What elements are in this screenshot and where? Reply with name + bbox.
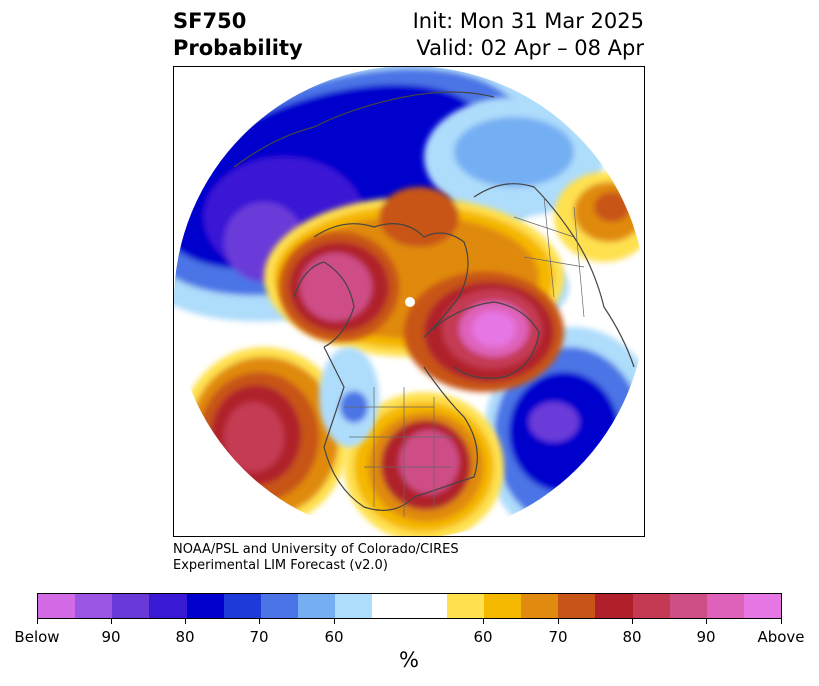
init-date: Init: Mon 31 Mar 2025 [412, 9, 644, 33]
polar-projection-map [174, 67, 644, 536]
colorbar-segment [335, 594, 373, 618]
colorbar-tick-label: 90 [696, 628, 716, 646]
colorbar-tick [111, 619, 112, 624]
below-region-western-us [319, 347, 379, 447]
colorbar-segment [260, 594, 299, 618]
valid-range: Valid: 02 Apr – 08 Apr [416, 36, 644, 60]
north-pole-marker [405, 297, 415, 307]
colorbar-tick-label: 70 [249, 628, 269, 646]
colorbar-tick [185, 619, 186, 624]
colorbar-segment [669, 594, 707, 618]
title-product: Probability [173, 36, 303, 60]
above-region-greenland [404, 272, 564, 392]
colorbar-segment [521, 594, 559, 618]
colorbar-segment [186, 594, 224, 618]
colorbar-segment [595, 594, 633, 618]
colorbar-tick-label: 80 [622, 628, 642, 646]
colorbar-tick-label: Above [757, 628, 805, 646]
colorbar-segment [372, 594, 410, 618]
forecast-map [173, 66, 645, 537]
credit-line-1: NOAA/PSL and University of Colorado/CIRE… [173, 542, 459, 557]
colorbar-segment [112, 594, 150, 618]
credit-line-2: Experimental LIM Forecast (v2.0) [173, 558, 388, 573]
colorbar-segment [632, 594, 670, 618]
colorbar-tick-label: Below [14, 628, 60, 646]
colorbar-ticks: Below 90 80 70 60 60 70 80 90 Above [0, 619, 819, 649]
colorbar-segment [298, 594, 336, 618]
colorbar-segment [706, 594, 744, 618]
colorbar-tick-label: 90 [101, 628, 121, 646]
colorbar-segment [223, 594, 261, 618]
title-variable: SF750 [173, 9, 247, 33]
colorbar-tick [632, 619, 633, 624]
colorbar [37, 593, 782, 619]
colorbar-tick [781, 619, 782, 624]
colorbar-tick [558, 619, 559, 624]
credit-text: NOAA/PSL and University of Colorado/CIRE… [173, 542, 459, 574]
colorbar-tick [259, 619, 260, 624]
colorbar-segment [558, 594, 596, 618]
map-title: SF750 Probability [173, 8, 303, 62]
colorbar-segment [446, 594, 484, 618]
borders [344, 196, 585, 517]
colorbar-tick-label: 60 [473, 628, 493, 646]
colorbar-tick [334, 619, 335, 624]
colorbar-segment [409, 594, 447, 618]
colorbar-tick [483, 619, 484, 624]
map-dates: Init: Mon 31 Mar 2025 Valid: 02 Apr – 08… [413, 8, 644, 62]
colorbar-tick-label: 80 [175, 628, 195, 646]
colorbar-segment [75, 594, 113, 618]
colorbar-segment [743, 594, 782, 618]
colorbar-tick-label: 70 [548, 628, 568, 646]
colorbar-tick-label: 60 [324, 628, 344, 646]
colorbar-tick [37, 619, 38, 624]
colorbar-tick [706, 619, 707, 624]
colorbar-unit: % [399, 648, 419, 672]
colorbar-segment [149, 594, 187, 618]
colorbar-segment [483, 594, 522, 618]
colorbar-segment [38, 594, 76, 618]
above-region-alaska [279, 232, 399, 342]
above-region-eastern-us [344, 392, 504, 536]
